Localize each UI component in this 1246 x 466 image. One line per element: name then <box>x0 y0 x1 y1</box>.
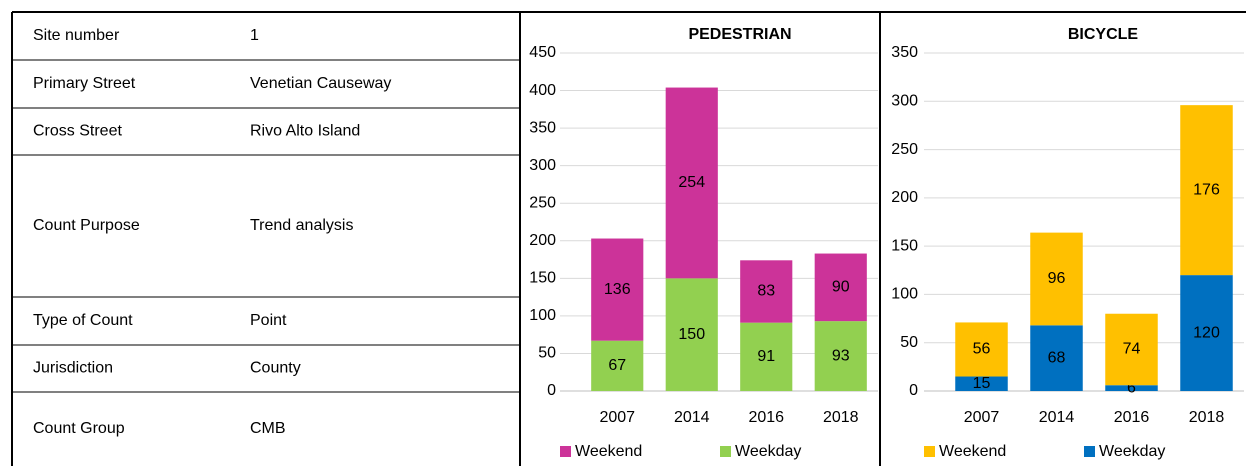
value-label: 6 <box>1127 379 1136 396</box>
y-tick-label: 300 <box>891 93 918 110</box>
x-tick-label: 2007 <box>599 409 635 426</box>
value-label: 150 <box>678 326 705 343</box>
x-tick-label: 2014 <box>1039 409 1075 426</box>
y-tick-label: 50 <box>900 334 918 351</box>
y-tick-label: 400 <box>529 82 556 99</box>
cell-value: Trend analysis <box>250 217 353 234</box>
cell-label: Type of Count <box>33 312 133 329</box>
cell-label: Site number <box>33 27 120 44</box>
cell-value: CMB <box>250 420 286 437</box>
legend-swatch <box>1084 446 1095 457</box>
y-tick-label: 350 <box>529 119 556 136</box>
y-tick-label: 0 <box>909 382 918 399</box>
bar-segment <box>1030 325 1083 391</box>
value-label: 15 <box>973 375 991 392</box>
value-label: 90 <box>832 279 850 296</box>
bar-segment <box>955 322 1008 377</box>
cell-label: Count Group <box>33 420 125 437</box>
y-tick-label: 350 <box>891 44 918 61</box>
cell-value: Rivo Alto Island <box>250 123 360 140</box>
value-label: 96 <box>1048 270 1066 287</box>
bar-segment <box>591 340 644 391</box>
y-tick-label: 250 <box>891 141 918 158</box>
y-tick-label: 0 <box>547 382 556 399</box>
legend-label: Weekday <box>735 443 801 460</box>
y-tick-label: 50 <box>538 345 556 362</box>
bar-segment <box>665 87 718 279</box>
y-tick-label: 100 <box>529 307 556 324</box>
bar-segment <box>1180 105 1233 276</box>
x-tick-label: 2018 <box>1189 409 1225 426</box>
value-label: 136 <box>604 281 631 298</box>
cell-value: 1 <box>250 27 259 44</box>
x-tick-label: 2018 <box>823 409 859 426</box>
x-tick-label: 2016 <box>748 409 784 426</box>
bar-segment <box>1105 385 1158 391</box>
bar-segment <box>740 260 793 323</box>
legend-swatch <box>560 446 571 457</box>
chart-title: BICYCLE <box>1068 26 1139 43</box>
y-tick-label: 300 <box>529 157 556 174</box>
bar-segment <box>814 321 867 391</box>
cell-value: Point <box>250 312 287 329</box>
cell-label: Jurisdiction <box>33 360 113 377</box>
value-label: 83 <box>757 283 775 300</box>
y-tick-label: 100 <box>891 286 918 303</box>
legend-label: Weekend <box>575 443 642 460</box>
value-label: 68 <box>1048 349 1066 366</box>
bar-segment <box>955 376 1008 391</box>
legend-swatch <box>924 446 935 457</box>
y-tick-label: 150 <box>529 270 556 287</box>
y-tick-label: 450 <box>529 44 556 61</box>
y-tick-label: 250 <box>529 194 556 211</box>
bar-segment <box>1180 275 1233 391</box>
value-label: 93 <box>832 347 850 364</box>
value-label: 254 <box>678 174 705 191</box>
cell-value: Venetian Causeway <box>250 75 391 92</box>
chart-title: PEDESTRIAN <box>688 26 791 43</box>
bar-segment <box>665 278 718 391</box>
legend-label: Weekend <box>939 443 1006 460</box>
x-tick-label: 2014 <box>674 409 710 426</box>
bar-segment <box>1105 313 1158 386</box>
value-label: 176 <box>1193 181 1220 198</box>
cell-label: Cross Street <box>33 123 122 140</box>
bar-segment <box>740 322 793 391</box>
cell-label: Count Purpose <box>33 217 140 234</box>
bar-segment <box>814 253 867 322</box>
y-tick-label: 200 <box>529 232 556 249</box>
legend-swatch <box>720 446 731 457</box>
bar-segment <box>591 238 644 341</box>
x-tick-label: 2016 <box>1114 409 1150 426</box>
legend-label: Weekday <box>1099 443 1165 460</box>
bar-segment <box>1030 232 1083 326</box>
value-label: 91 <box>757 348 775 365</box>
value-label: 67 <box>608 357 626 374</box>
value-label: 56 <box>973 341 991 358</box>
value-label: 120 <box>1193 324 1220 341</box>
y-tick-label: 150 <box>891 237 918 254</box>
cell-value: County <box>250 360 301 377</box>
value-label: 74 <box>1123 341 1141 358</box>
y-tick-label: 200 <box>891 189 918 206</box>
cell-label: Primary Street <box>33 75 136 92</box>
x-tick-label: 2007 <box>964 409 1000 426</box>
